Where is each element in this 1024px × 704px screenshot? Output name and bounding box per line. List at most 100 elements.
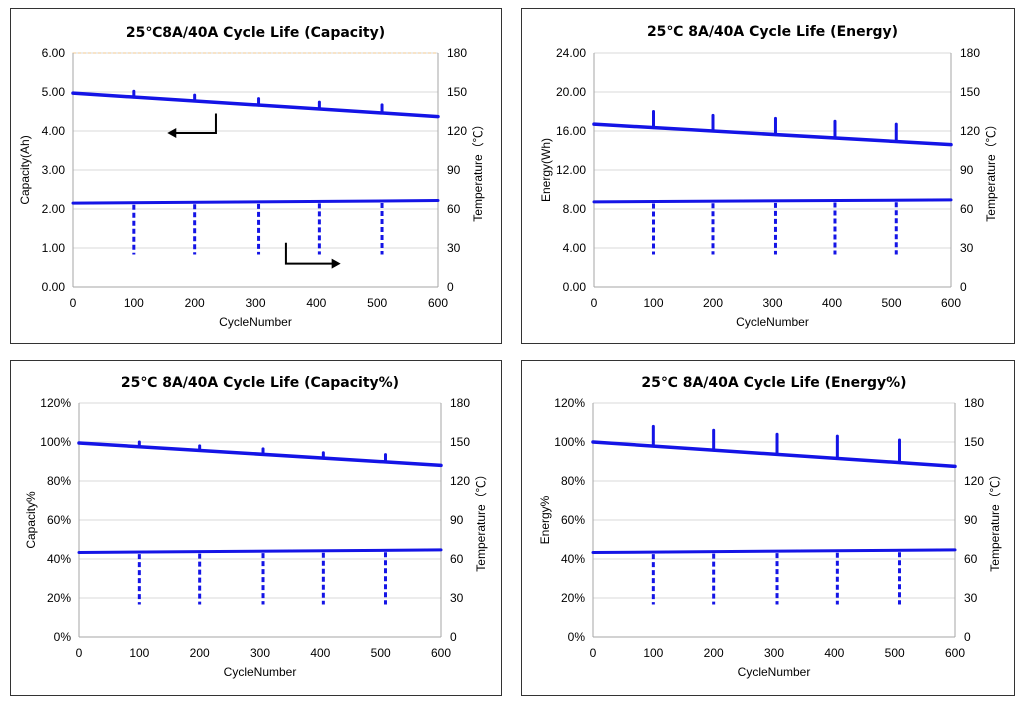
x-tick-label: 400 xyxy=(310,646,330,660)
x-tick-label: 100 xyxy=(129,646,149,660)
x-tick-label: 200 xyxy=(185,296,205,310)
y2-tick-label: 90 xyxy=(960,163,974,177)
x-tick-label: 400 xyxy=(822,296,842,310)
y-axis-label: Energy% xyxy=(538,495,552,544)
x-tick-label: 600 xyxy=(428,296,448,310)
left-arrow-head xyxy=(167,127,177,138)
x-tick-label: 0 xyxy=(590,646,597,660)
y-tick-label: 3.00 xyxy=(42,163,66,177)
y-tick-label: 80% xyxy=(47,474,71,488)
chart-title: 25℃ 8A/40A Cycle Life (Energy) xyxy=(647,24,898,40)
x-tick-label: 300 xyxy=(764,646,784,660)
y-tick-label: 60% xyxy=(561,513,585,527)
chart-title: 25℃8A/40A Cycle Life (Capacity) xyxy=(126,25,385,41)
y-tick-label: 4.00 xyxy=(42,124,66,138)
x-tick-label: 200 xyxy=(703,296,723,310)
x-tick-label: 300 xyxy=(762,296,782,310)
x-tick-label: 200 xyxy=(704,646,724,660)
chart-title: 25℃ 8A/40A Cycle Life (Energy%) xyxy=(641,375,906,391)
y2-tick-label: 120 xyxy=(447,124,467,138)
y2-tick-label: 0 xyxy=(447,280,454,294)
x-tick-label: 500 xyxy=(371,646,391,660)
chart-panel-capacity: 25℃8A/40A Cycle Life (Capacity) 0.00 1.00 2… xyxy=(10,8,502,344)
y2-tick-label: 60 xyxy=(447,202,461,216)
y2-tick-label: 90 xyxy=(450,513,464,527)
y2-tick-label: 150 xyxy=(960,85,980,99)
y2-tick-label: 150 xyxy=(450,435,470,449)
y-tick-label: 120% xyxy=(554,396,585,410)
y2-tick-label: 60 xyxy=(960,202,974,216)
x-tick-label: 400 xyxy=(824,646,844,660)
y2-tick-label: 180 xyxy=(450,396,470,410)
y-axis-label: Capacity(Ah) xyxy=(18,135,32,204)
temperature-series-line xyxy=(592,198,953,204)
y2-tick-label: 120 xyxy=(964,474,984,488)
y-tick-label: 1.00 xyxy=(42,241,66,255)
y-tick-label: 100% xyxy=(40,435,71,449)
x-tick-label: 200 xyxy=(190,646,210,660)
y-tick-label: 20.00 xyxy=(556,85,586,99)
chart-energy-percent: 25℃ 8A/40A Cycle Life (Energy%) 0% 20% 40% 6… xyxy=(538,375,1002,679)
y-tick-label: 24.00 xyxy=(556,46,586,60)
y2-tick-label: 180 xyxy=(960,46,980,60)
y2-tick-label: 150 xyxy=(447,85,467,99)
y2-axis-label: Temperature（℃） xyxy=(471,118,485,221)
y-tick-label: 2.00 xyxy=(42,202,66,216)
y-tick-label: 100% xyxy=(554,435,585,449)
y2-tick-label: 30 xyxy=(447,241,461,255)
x-tick-label: 100 xyxy=(643,646,663,660)
y-tick-label: 6.00 xyxy=(42,46,66,60)
y-tick-label: 0% xyxy=(54,630,72,644)
y2-tick-label: 30 xyxy=(964,591,978,605)
x-tick-label: 100 xyxy=(124,296,144,310)
y2-axis-label: Temperature（℃） xyxy=(988,468,1002,571)
y2-tick-label: 90 xyxy=(447,163,461,177)
y-axis-label: Capacity% xyxy=(24,491,38,549)
y-tick-label: 20% xyxy=(47,591,71,605)
x-tick-label: 600 xyxy=(431,646,451,660)
x-axis-label: CycleNumber xyxy=(224,665,297,679)
x-tick-label: 600 xyxy=(941,296,961,310)
y-tick-label: 12.00 xyxy=(556,163,586,177)
chart-capacity-percent: 25℃ 8A/40A Cycle Life (Capacity%) 0% 20% 40… xyxy=(24,375,488,679)
chart-energy: 25℃ 8A/40A Cycle Life (Energy) 0.00 4.00 8.… xyxy=(539,24,998,329)
temperature-series-line xyxy=(71,199,440,205)
y-tick-label: 40% xyxy=(561,552,585,566)
chart-panel-capacity-percent: 25℃ 8A/40A Cycle Life (Capacity%) 0% 20% 40… xyxy=(10,360,502,696)
y-tick-label: 5.00 xyxy=(42,85,66,99)
y-axis-label: Energy(Wh) xyxy=(539,138,553,202)
y-tick-label: 16.00 xyxy=(556,124,586,138)
x-axis-label: CycleNumber xyxy=(738,665,811,679)
y-tick-label: 120% xyxy=(40,396,71,410)
y-tick-label: 80% xyxy=(561,474,585,488)
x-tick-label: 300 xyxy=(245,296,265,310)
y2-tick-label: 150 xyxy=(964,435,984,449)
y-tick-label: 20% xyxy=(561,591,585,605)
chart-panel-energy: 25℃ 8A/40A Cycle Life (Energy) 0.00 4.00 8.… xyxy=(521,8,1015,344)
y-tick-label: 0.00 xyxy=(563,280,587,294)
y-tick-label: 0% xyxy=(568,630,586,644)
y2-tick-label: 120 xyxy=(450,474,470,488)
right-axis-arrow xyxy=(284,242,333,265)
x-tick-label: 400 xyxy=(306,296,326,310)
y2-tick-label: 120 xyxy=(960,124,980,138)
y2-tick-label: 30 xyxy=(450,591,464,605)
x-axis-label: CycleNumber xyxy=(219,315,292,329)
x-tick-label: 0 xyxy=(591,296,598,310)
temperature-series-line xyxy=(591,548,957,554)
left-axis-arrow xyxy=(175,113,217,134)
x-tick-label: 100 xyxy=(643,296,663,310)
chart-capacity: 25℃8A/40A Cycle Life (Capacity) 0.00 1.00 2… xyxy=(18,25,485,329)
y2-tick-label: 0 xyxy=(450,630,457,644)
x-tick-label: 500 xyxy=(367,296,387,310)
right-arrow-head xyxy=(331,258,341,269)
x-tick-label: 500 xyxy=(885,646,905,660)
y2-tick-label: 180 xyxy=(964,396,984,410)
y-tick-label: 60% xyxy=(47,513,71,527)
y2-axis-label: Temperature（℃） xyxy=(474,468,488,571)
x-tick-label: 0 xyxy=(76,646,83,660)
y2-tick-label: 180 xyxy=(447,46,467,60)
x-axis-label: CycleNumber xyxy=(736,315,809,329)
y-tick-label: 8.00 xyxy=(563,202,587,216)
y2-tick-label: 60 xyxy=(450,552,464,566)
